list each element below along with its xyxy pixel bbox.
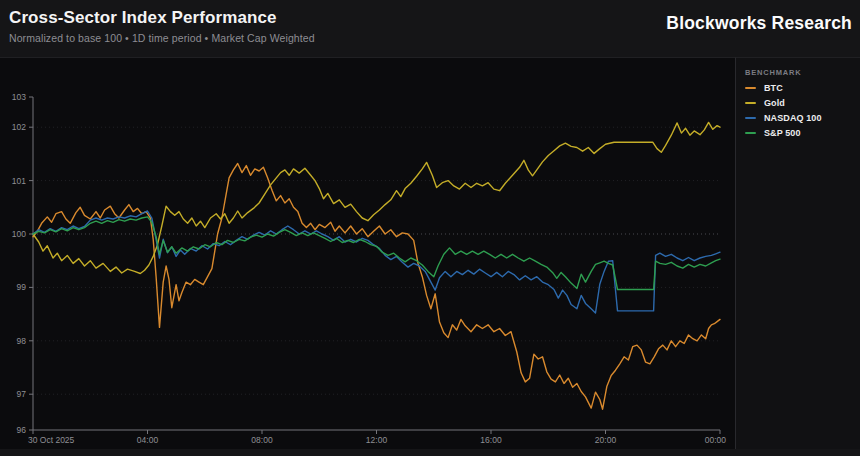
legend-swatch-icon [745, 117, 756, 119]
x-tick-label-08:00: 08:00 [251, 435, 273, 445]
legend-swatch-icon [745, 87, 756, 89]
legend-item-btc[interactable]: BTC [745, 81, 860, 95]
x-tick-label-30 Oct 2025: 30 Oct 2025 [28, 435, 75, 445]
legend-swatch-icon [745, 102, 756, 104]
price-chart-svg[interactable]: 96 97 98 99 100 101 102 103 30 Oct 2025 04:00 08:0… [0, 58, 735, 450]
y-tick-label-96: 96 [17, 425, 27, 435]
legend-item-gold[interactable]: Gold [745, 96, 860, 110]
legend-swatch-icon [745, 132, 756, 134]
x-tick-label-20:00: 20:00 [595, 435, 617, 445]
legend-item-label: Gold [764, 98, 785, 108]
x-tick-label-12:00: 12:00 [366, 435, 388, 445]
y-tick-label-101: 101 [12, 176, 26, 186]
x-tick-label-00:00: 00:00 [705, 435, 727, 445]
y-tick-label-100: 100 [12, 229, 26, 239]
header: Cross-Sector Index Performance Normalize… [0, 0, 860, 57]
legend-item-nasdaq-100[interactable]: NASDAQ 100 [745, 111, 860, 125]
brand-logo: Blockworks Research [666, 13, 852, 34]
legend-panel: BENCHMARK BTC Gold NASDAQ 100 S&P 500 [735, 57, 860, 449]
legend-title: BENCHMARK [745, 68, 860, 77]
page-title: Cross-Sector Index Performance [9, 8, 277, 28]
legend-items: BTC Gold NASDAQ 100 S&P 500 [736, 81, 860, 140]
page-subtitle: Normalized to base 100 • 1D time period … [9, 32, 315, 44]
chart-panel: 96 97 98 99 100 101 102 103 30 Oct 2025 04:00 08:0… [0, 57, 735, 449]
series-line-nasdaq-100 [33, 211, 720, 313]
y-tick-label-103: 103 [12, 92, 26, 102]
x-tick-label-04:00: 04:00 [137, 435, 159, 445]
y-tick-label-98: 98 [17, 336, 27, 346]
legend-item-label: BTC [764, 83, 783, 93]
legend-item-sp-500[interactable]: S&P 500 [745, 126, 860, 140]
y-tick-label-102: 102 [12, 122, 26, 132]
legend-item-label: NASDAQ 100 [764, 113, 822, 123]
legend-item-label: S&P 500 [764, 128, 801, 138]
app: Cross-Sector Index Performance Normalize… [0, 0, 860, 456]
y-tick-label-99: 99 [17, 282, 27, 292]
x-tick-label-16:00: 16:00 [480, 435, 502, 445]
y-tick-label-97: 97 [17, 389, 27, 399]
series-line-gold [33, 122, 720, 273]
